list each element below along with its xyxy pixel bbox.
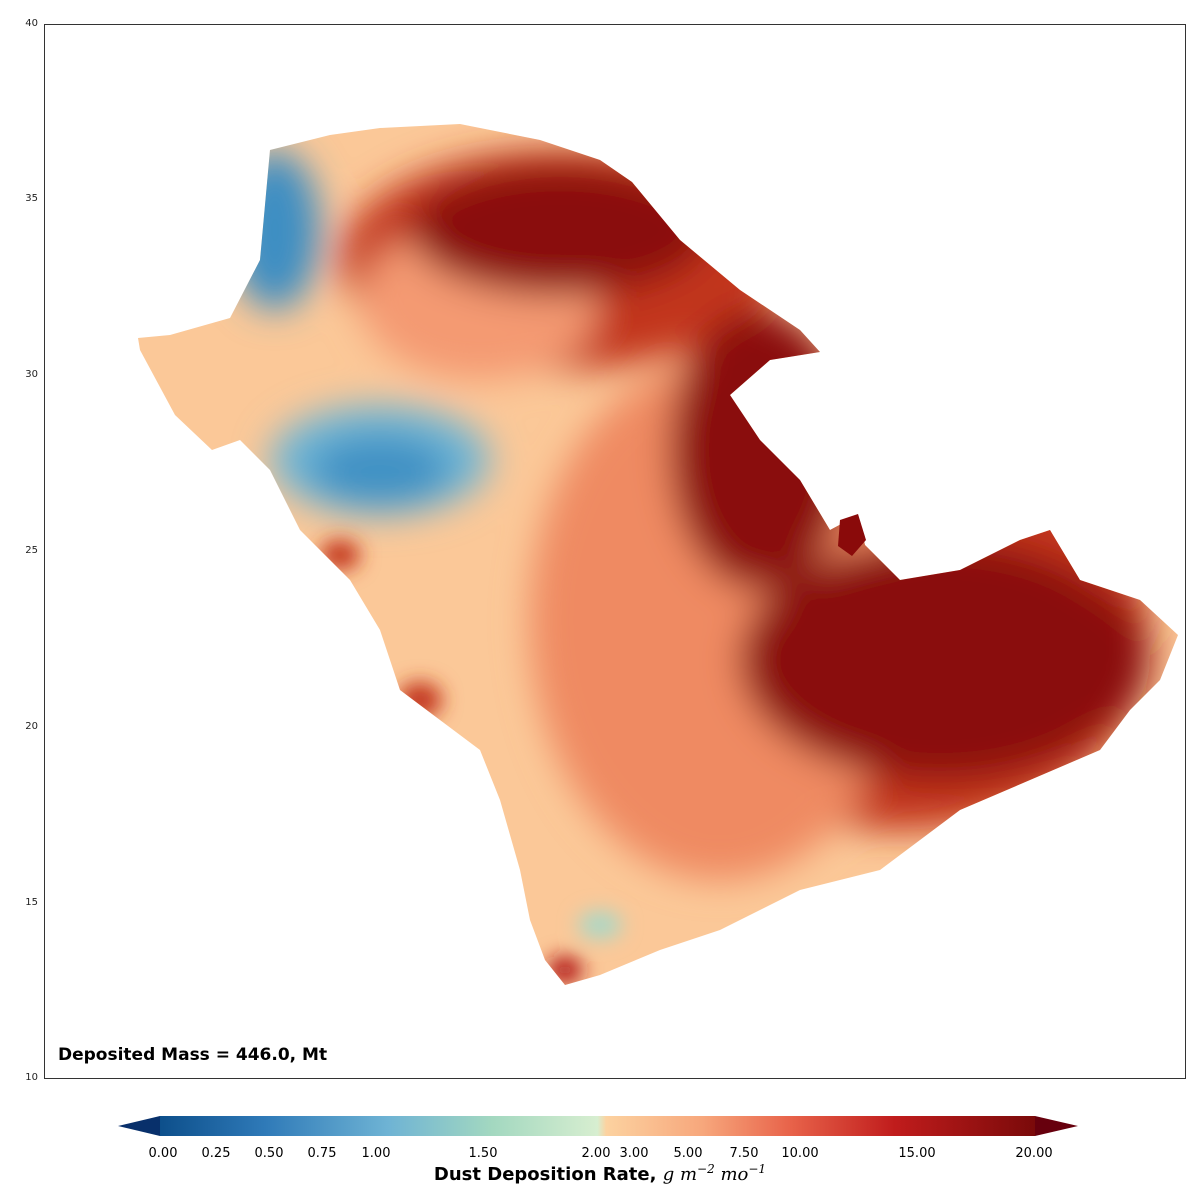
y-tick-label: 30 [25,369,38,380]
y-tick-label: 40 [25,18,38,29]
colorbar-tick: 0.50 [254,1146,284,1161]
y-tick-label: 20 [25,721,38,732]
map-plot-area [44,24,1186,1079]
colorbar-tick: 15.00 [898,1146,936,1161]
units-g-m: g m [662,1164,698,1185]
colorbar-tick: 2.00 [581,1146,611,1161]
y-tick-label: 25 [25,545,38,556]
colorbar-tick: 0.00 [148,1146,178,1161]
colorbar-title-units: g m−2 mo−1 [662,1162,767,1185]
colorbar-title-main: Dust Deposition Rate, [433,1164,657,1185]
colorbar-high-extend [1035,1116,1078,1136]
y-tick-label: 15 [25,897,38,908]
units-exp-1: −2 [697,1162,715,1176]
units-mo: mo [720,1164,749,1185]
colorbar-tick: 5.00 [673,1146,703,1161]
colorbar-tick: 0.25 [201,1146,231,1161]
y-tick-label: 10 [25,1072,38,1083]
colorbar-tick: 3.00 [619,1146,649,1161]
colorbar-tick: 7.50 [729,1146,759,1161]
units-exp-2: −1 [748,1162,767,1176]
colorbar [160,1116,1035,1136]
colorbar-tick: 1.00 [361,1146,391,1161]
colorbar-tick: 10.00 [781,1146,819,1161]
colorbar-tick: 20.00 [1015,1146,1053,1161]
colorbar-tick: 0.75 [307,1146,337,1161]
colorbar-title: Dust Deposition Rate, g m−2 mo−1 [0,1162,1200,1185]
deposited-mass-annotation: Deposited Mass = 446.0, Mt [58,1045,328,1065]
colorbar-tick: 1.50 [468,1146,498,1161]
y-tick-label: 35 [25,193,38,204]
colorbar-low-extend [118,1116,160,1136]
